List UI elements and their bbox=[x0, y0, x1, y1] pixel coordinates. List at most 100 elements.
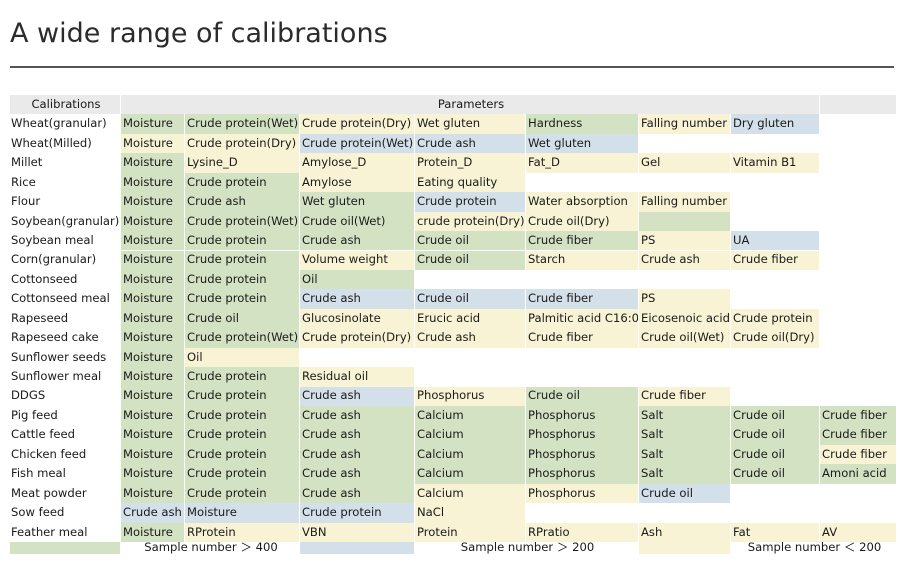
title-divider bbox=[10, 66, 894, 68]
parameter-cell: Crude oil bbox=[731, 425, 819, 445]
parameter-cell bbox=[415, 269, 525, 290]
parameter-cell: Moisture bbox=[121, 522, 184, 543]
parameter-cell bbox=[639, 133, 730, 154]
parameter-cell: Crude ash bbox=[639, 250, 730, 270]
row-label: Corn(granular) bbox=[10, 250, 120, 270]
parameter-cell: Moisture bbox=[121, 406, 184, 426]
parameter-cell bbox=[820, 250, 896, 270]
parameter-cell: AV bbox=[820, 522, 896, 543]
parameter-cell: Crude protein bbox=[300, 503, 414, 523]
parameter-cell: Moisture bbox=[121, 308, 184, 329]
parameter-cell bbox=[820, 347, 896, 368]
parameter-cell: Gel bbox=[639, 153, 730, 173]
parameter-cell: Phosphorus bbox=[526, 464, 638, 484]
parameter-cell bbox=[820, 386, 896, 406]
parameter-cell: Crude protein bbox=[415, 192, 525, 212]
parameter-cell: Crude oil bbox=[526, 386, 638, 406]
parameter-cell: Crude ash bbox=[300, 444, 414, 465]
parameter-cell: Phosphorus bbox=[526, 483, 638, 504]
parameter-cell: Moisture bbox=[121, 483, 184, 504]
row-label: Millet bbox=[10, 153, 120, 173]
parameter-cell: Crude protein(Dry) bbox=[300, 328, 414, 348]
parameter-cell: Crude protein(Wet) bbox=[185, 114, 299, 134]
row-label: Meat powder bbox=[10, 483, 120, 504]
parameter-cell: Crude protein bbox=[185, 483, 299, 504]
parameter-cell bbox=[526, 172, 638, 193]
legend-swatch bbox=[300, 542, 414, 554]
parameter-cell bbox=[639, 172, 730, 193]
parameter-cell: Crude fiber bbox=[526, 328, 638, 348]
parameter-cell: Residual oil bbox=[300, 367, 414, 387]
legend-swatch bbox=[639, 542, 730, 554]
parameter-cell: Crude protein bbox=[185, 464, 299, 484]
parameter-cell: UA bbox=[731, 231, 819, 251]
parameter-cell bbox=[526, 367, 638, 387]
parameter-cell: Crude fiber bbox=[820, 425, 896, 445]
parameter-cell: Glucosinolate bbox=[300, 308, 414, 329]
parameter-cell: Crude ash bbox=[415, 133, 525, 154]
parameter-cell: Crude protein bbox=[185, 172, 299, 193]
row-label: Rapeseed bbox=[10, 308, 120, 329]
parameter-cell: Crude ash bbox=[300, 425, 414, 445]
parameter-cell: Moisture bbox=[121, 367, 184, 387]
parameter-cell: Crude fiber bbox=[526, 231, 638, 251]
parameter-cell: Crude oil(Dry) bbox=[526, 211, 638, 232]
parameter-cell: Amoni acid bbox=[820, 464, 896, 484]
parameter-cell: Crude oil bbox=[731, 444, 819, 465]
parameter-cell: Crude ash bbox=[300, 386, 414, 406]
parameter-cell bbox=[820, 367, 896, 387]
parameter-cell: Crude protein bbox=[185, 406, 299, 426]
parameter-cell: Crude oil(Wet) bbox=[300, 211, 414, 232]
page-title: A wide range of calibrations bbox=[10, 18, 388, 49]
legend-label: Sample number ＞ 200 bbox=[415, 542, 638, 554]
parameter-cell bbox=[639, 269, 730, 290]
parameter-cell: Volume weight bbox=[300, 250, 414, 270]
parameter-cell bbox=[639, 503, 730, 523]
parameter-cell: Falling number bbox=[639, 192, 730, 212]
parameter-cell bbox=[820, 231, 896, 251]
parameter-cell: RProtein bbox=[185, 522, 299, 543]
parameter-cell: Phosphorus bbox=[415, 386, 525, 406]
parameter-cell bbox=[820, 308, 896, 329]
parameter-cell: Calcium bbox=[415, 406, 525, 426]
parameter-cell: Fat bbox=[731, 522, 819, 543]
legend-label: Sample number ＜ 200 bbox=[731, 542, 896, 554]
parameter-cell: Protein bbox=[415, 522, 525, 543]
parameter-cell: Moisture bbox=[121, 425, 184, 445]
parameter-cell: Amylose_D bbox=[300, 153, 414, 173]
parameter-cell: Moisture bbox=[121, 211, 184, 232]
parameter-cell bbox=[820, 503, 896, 523]
parameter-cell bbox=[820, 133, 896, 154]
parameter-cell bbox=[731, 211, 819, 232]
parameter-cell bbox=[731, 192, 819, 212]
parameter-cell: Fat_D bbox=[526, 153, 638, 173]
parameter-cell: Crude protein bbox=[185, 367, 299, 387]
parameter-cell bbox=[820, 114, 896, 134]
parameter-cell: Moisture bbox=[121, 250, 184, 270]
parameter-cell: Crude oil bbox=[731, 406, 819, 426]
parameter-cell: Crude oil(Wet) bbox=[639, 328, 730, 348]
row-label: Feather meal bbox=[10, 522, 120, 543]
parameter-cell: Eating quality bbox=[415, 172, 525, 193]
parameter-cell bbox=[731, 386, 819, 406]
legend-swatch bbox=[10, 542, 120, 554]
parameter-cell bbox=[731, 269, 819, 290]
parameter-cell bbox=[731, 367, 819, 387]
parameter-cell: Calcium bbox=[415, 444, 525, 465]
row-label: Soybean meal bbox=[10, 231, 120, 251]
parameter-cell: Salt bbox=[639, 406, 730, 426]
parameter-cell: Moisture bbox=[121, 172, 184, 193]
parameter-cell: Moisture bbox=[121, 328, 184, 348]
parameter-cell: Crude protein(Wet) bbox=[185, 211, 299, 232]
parameter-cell bbox=[415, 367, 525, 387]
parameter-cell: Crude ash bbox=[300, 406, 414, 426]
parameter-cell: Crude ash bbox=[415, 328, 525, 348]
parameter-cell: Moisture bbox=[121, 153, 184, 173]
row-label: Cattle feed bbox=[10, 425, 120, 445]
parameter-cell: Crude fiber bbox=[639, 386, 730, 406]
parameter-cell: Crude oil bbox=[415, 250, 525, 270]
parameter-cell: Crude ash bbox=[185, 192, 299, 212]
parameter-cell: Salt bbox=[639, 444, 730, 465]
header-calibrations: Calibrations bbox=[10, 95, 120, 115]
parameter-cell: Wet gluten bbox=[415, 114, 525, 134]
